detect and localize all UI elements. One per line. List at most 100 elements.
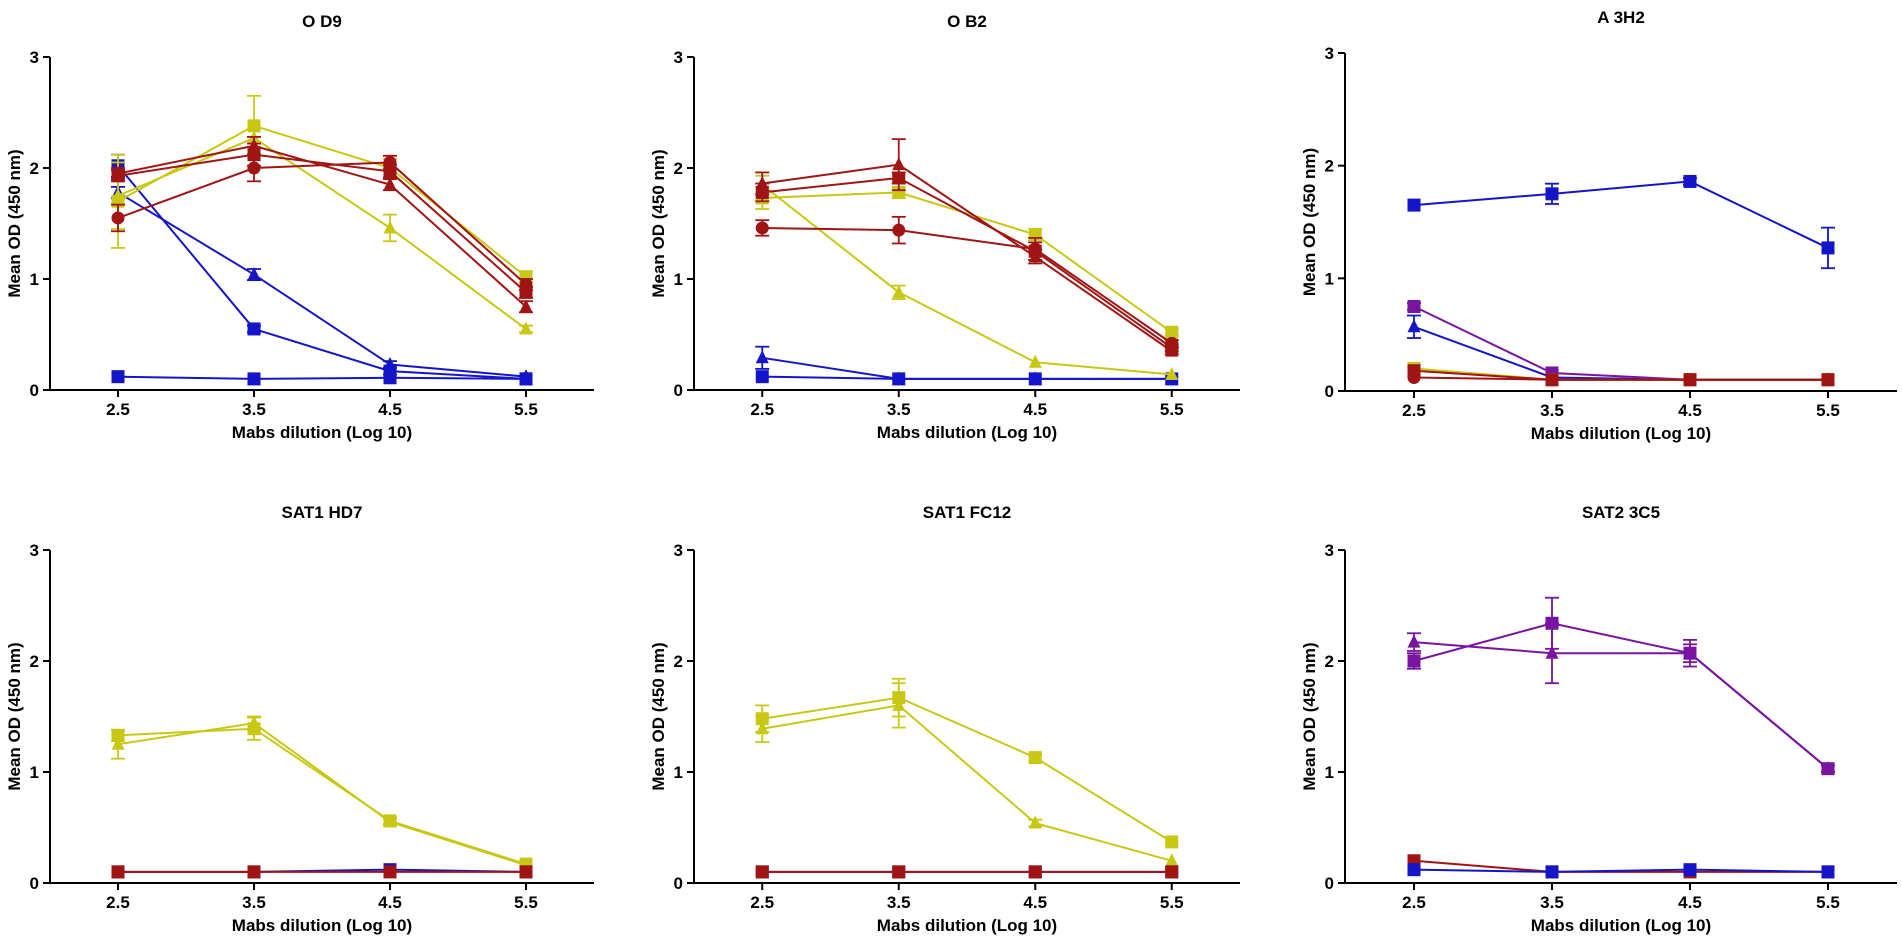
series-red-square (111, 865, 533, 879)
data-point-triangle (1028, 354, 1042, 368)
data-point-triangle (1407, 319, 1421, 333)
series-blue-square (111, 863, 533, 879)
y-tick-label: 3 (674, 48, 683, 67)
data-point-circle (111, 211, 125, 225)
x-tick-label: 4.5 (1678, 893, 1702, 912)
series-line (1413, 868, 1829, 873)
data-point-circle (1545, 373, 1559, 387)
x-axis-label: Mabs dilution (Log 10) (877, 916, 1057, 935)
data-point-triangle (519, 321, 533, 335)
x-tick-label: 4.5 (1023, 400, 1047, 419)
y-tick-label: 0 (30, 874, 39, 893)
chart-panel-1: O D9 0 1 2 3 2.5 3.5 4.5 5.5 Mabs dilution (Log 1… (5, 12, 594, 442)
data-point-square (519, 865, 533, 879)
series-line (762, 191, 1173, 334)
data-point-square (1821, 865, 1835, 879)
x-tick-label: 3.5 (1540, 893, 1564, 912)
series-line (117, 375, 527, 380)
chart-title: SAT2 3C5 (1582, 503, 1660, 522)
data-point-triangle (1165, 366, 1179, 380)
y-tick-label: 1 (30, 763, 39, 782)
series-line (117, 153, 527, 294)
series-red-triangle (111, 136, 533, 314)
data-point-circle (892, 223, 906, 237)
x-tick-label: 5.5 (514, 400, 538, 419)
data-point-square (1821, 241, 1835, 255)
y-tick-label: 2 (674, 652, 683, 671)
y-tick-label: 1 (674, 270, 683, 289)
series-purple-square (1407, 596, 1835, 776)
series-red-square (1407, 364, 1835, 387)
data-point-triangle (247, 267, 261, 281)
series-red-square (111, 142, 533, 299)
data-point-triangle (1028, 815, 1042, 829)
series-blue-square-1 (111, 153, 533, 386)
data-point-square (383, 164, 397, 178)
y-tick-label: 0 (674, 381, 683, 400)
data-point-triangle (383, 220, 397, 234)
y-tick-label: 2 (1325, 157, 1334, 176)
data-point-square (383, 371, 397, 385)
data-point-triangle (755, 721, 769, 735)
series-yellow-triangle (755, 174, 1179, 380)
data-point-square (1165, 865, 1179, 879)
series-line (1413, 376, 1828, 381)
series-line (117, 136, 527, 330)
data-point-square (111, 865, 125, 879)
series-red-triangle (755, 138, 1179, 357)
y-tick-label: 3 (30, 48, 39, 67)
y-tick-label: 2 (30, 652, 39, 671)
series-line (762, 696, 1173, 843)
data-point-triangle (383, 814, 397, 828)
data-point-triangle (892, 284, 906, 298)
data-point-circle (1821, 373, 1835, 387)
x-tick-label: 5.5 (514, 893, 538, 912)
series-red-circle (755, 215, 1179, 350)
series-blue-triangle (111, 184, 533, 383)
x-tick-label: 2.5 (106, 400, 130, 419)
data-point-triangle (1545, 645, 1559, 659)
x-tick-label: 3.5 (887, 400, 911, 419)
data-point-triangle (383, 356, 397, 370)
chart-title: O B2 (947, 12, 987, 31)
series-line (117, 124, 527, 278)
y-tick-label: 1 (1325, 269, 1334, 288)
x-tick-label: 4.5 (378, 893, 402, 912)
y-axis-label: Mean OD (450 nm) (1300, 148, 1319, 296)
data-point-triangle (1028, 249, 1042, 263)
y-tick-label: 1 (1325, 763, 1334, 782)
data-point-square (1545, 865, 1559, 879)
y-axis-label: Mean OD (450 nm) (5, 149, 24, 297)
series-line (762, 176, 1173, 349)
data-point-triangle (1165, 853, 1179, 867)
data-point-square (892, 372, 906, 386)
x-tick-label: 3.5 (242, 400, 266, 419)
data-point-triangle (892, 697, 906, 711)
y-tick-label: 0 (1325, 874, 1334, 893)
series-line (761, 183, 1172, 376)
chart-panel-6: SAT2 3C5 0 1 2 3 2.5 3.5 4.5 5.5 Mabs dilution (L… (1300, 503, 1897, 935)
x-tick-label: 5.5 (1160, 893, 1184, 912)
data-point-triangle (892, 157, 906, 171)
series-blue-square-2 (111, 370, 533, 386)
data-point-triangle (519, 299, 533, 313)
x-axis-label: Mabs dilution (Log 10) (232, 916, 412, 935)
x-tick-label: 3.5 (242, 893, 266, 912)
data-point-triangle (1821, 761, 1835, 775)
series-yellow-triangle (111, 715, 533, 871)
x-tick-label: 3.5 (1540, 401, 1564, 420)
series-line (1413, 325, 1828, 381)
chart-title: SAT1 FC12 (923, 503, 1012, 522)
data-point-square (247, 322, 261, 336)
data-point-triangle (111, 188, 125, 202)
y-tick-label: 2 (1325, 652, 1334, 671)
data-point-square (519, 285, 533, 299)
data-point-triangle (755, 350, 769, 364)
y-tick-label: 3 (1325, 541, 1334, 560)
series-line (762, 704, 1173, 862)
chart-panel-3: A 3H2 0 1 2 3 2.5 3.5 4.5 5.5 Mabs dilution (Log … (1300, 8, 1897, 443)
series-purple-triangle (1407, 622, 1835, 775)
data-point-triangle (111, 166, 125, 180)
x-tick-label: 2.5 (1402, 893, 1426, 912)
